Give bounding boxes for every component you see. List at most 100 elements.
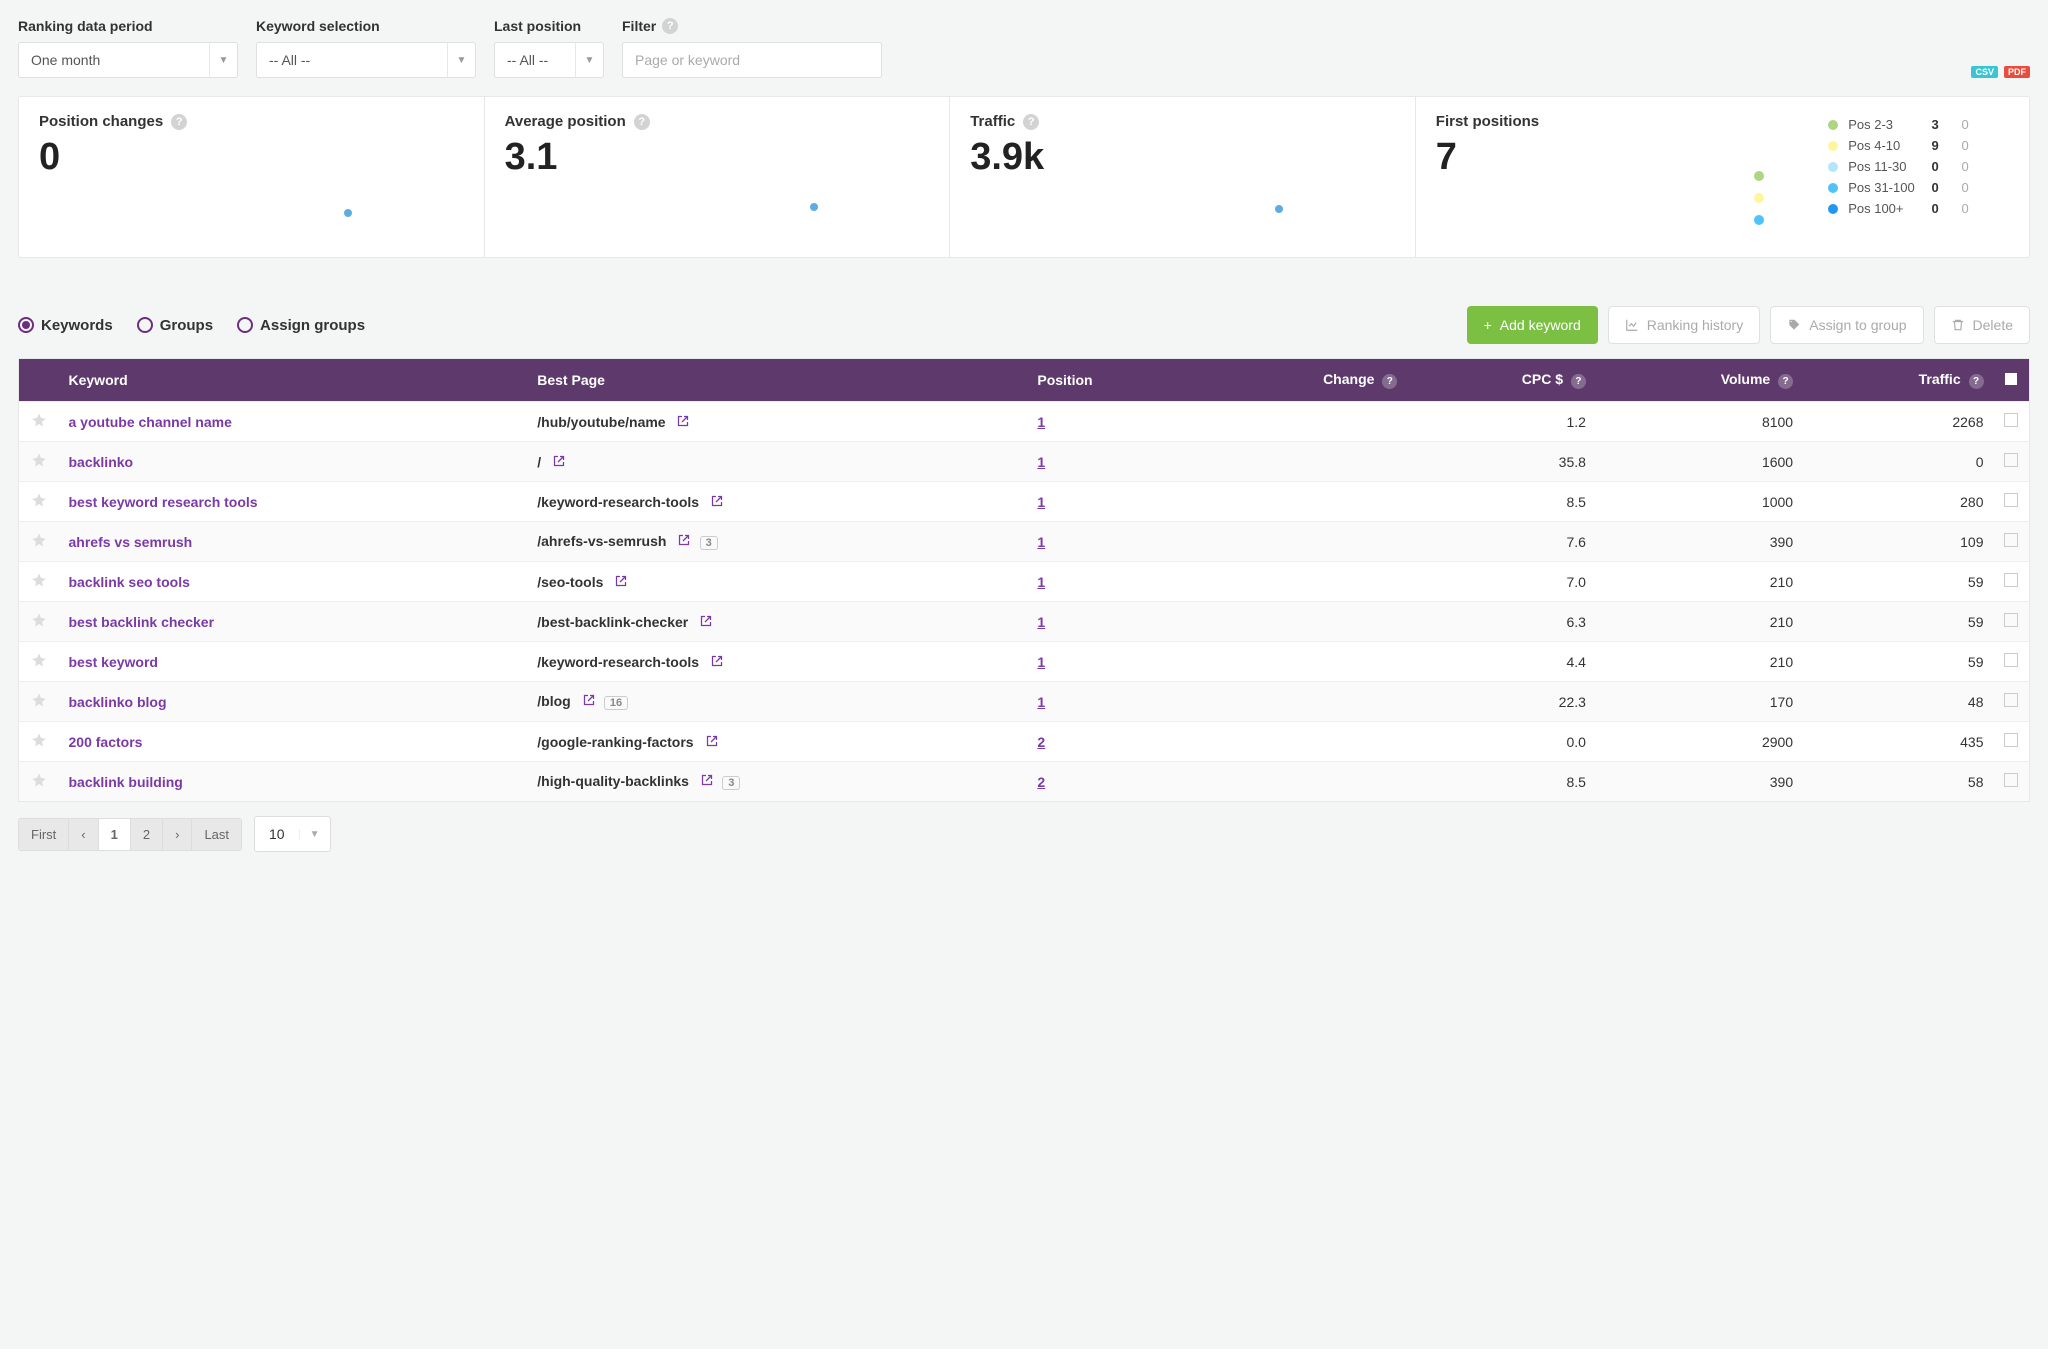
keyword-link[interactable]: a youtube channel name <box>69 414 232 430</box>
checkbox-cell[interactable] <box>1994 562 2030 602</box>
chart-dot <box>1754 171 1764 181</box>
checkbox-cell[interactable] <box>1994 722 2030 762</box>
star-cell[interactable] <box>19 562 59 602</box>
checkbox-cell[interactable] <box>1994 482 2030 522</box>
external-link-icon[interactable] <box>583 695 598 709</box>
col-cpc[interactable]: CPC $ ? <box>1407 359 1596 402</box>
filter-input[interactable] <box>635 43 869 77</box>
position-link[interactable]: 1 <box>1037 694 1045 710</box>
help-icon[interactable]: ? <box>1023 114 1039 130</box>
external-link-icon[interactable] <box>711 496 723 510</box>
star-cell[interactable] <box>19 762 59 802</box>
star-icon <box>31 532 47 548</box>
selection-select[interactable]: -- All -- ▼ <box>256 42 476 78</box>
col-traffic[interactable]: Traffic ? <box>1803 359 1993 402</box>
radio-icon <box>137 317 153 333</box>
period-select[interactable]: One month ▼ <box>18 42 238 78</box>
external-link-icon[interactable] <box>711 656 723 670</box>
position-link[interactable]: 1 <box>1037 454 1045 470</box>
star-cell[interactable] <box>19 402 59 442</box>
stats-panel: Position changes ? 0 Average position ? … <box>18 96 2030 258</box>
external-link-icon[interactable] <box>701 775 716 789</box>
keyword-link[interactable]: ahrefs vs semrush <box>69 534 193 550</box>
tab-keywords[interactable]: Keywords <box>18 317 113 334</box>
volume-cell: 390 <box>1596 522 1803 562</box>
help-icon[interactable]: ? <box>662 18 678 34</box>
checkbox-cell[interactable] <box>1994 762 2030 802</box>
export-csv-icon[interactable]: CSV <box>1971 66 1998 78</box>
page-prev[interactable]: ‹ <box>69 819 98 850</box>
filter-input-wrap[interactable] <box>622 42 882 78</box>
change-cell <box>1196 642 1407 682</box>
cpc-cell: 6.3 <box>1407 602 1596 642</box>
col-best-page[interactable]: Best Page <box>527 359 1027 402</box>
position-link[interactable]: 2 <box>1037 774 1045 790</box>
keyword-link[interactable]: best keyword research tools <box>69 494 258 510</box>
position-link[interactable]: 1 <box>1037 614 1045 630</box>
position-link[interactable]: 1 <box>1037 494 1045 510</box>
help-icon[interactable]: ? <box>171 114 187 130</box>
change-cell <box>1196 722 1407 762</box>
star-cell[interactable] <box>19 642 59 682</box>
star-icon <box>31 732 47 748</box>
checkbox-icon <box>2004 733 2018 747</box>
star-cell[interactable] <box>19 602 59 642</box>
star-cell[interactable] <box>19 522 59 562</box>
external-link-icon[interactable] <box>553 456 565 470</box>
position-link[interactable]: 1 <box>1037 654 1045 670</box>
keyword-link[interactable]: backlinko blog <box>69 694 167 710</box>
export-pdf-icon[interactable]: PDF <box>2004 66 2030 78</box>
external-link-icon[interactable] <box>677 416 689 430</box>
filter-period-label: Ranking data period <box>18 18 238 34</box>
position-link[interactable]: 1 <box>1037 574 1045 590</box>
external-link-icon[interactable] <box>706 736 718 750</box>
checkbox-cell[interactable] <box>1994 442 2030 482</box>
table-row: best keyword research tools /keyword-res… <box>19 482 2030 522</box>
page-last[interactable]: Last <box>192 819 241 850</box>
assign-group-button[interactable]: Assign to group <box>1770 306 1923 344</box>
keyword-link[interactable]: backlink seo tools <box>69 574 190 590</box>
change-cell <box>1196 682 1407 722</box>
checkbox-cell[interactable] <box>1994 642 2030 682</box>
page-next[interactable]: › <box>163 819 192 850</box>
checkbox-cell[interactable] <box>1994 602 2030 642</box>
star-cell[interactable] <box>19 482 59 522</box>
traffic-cell: 2268 <box>1803 402 1993 442</box>
col-checkbox[interactable] <box>1994 359 2030 402</box>
keyword-link[interactable]: best backlink checker <box>69 614 215 630</box>
page-1[interactable]: 1 <box>99 819 131 850</box>
add-keyword-button[interactable]: + Add keyword <box>1467 306 1598 344</box>
col-keyword[interactable]: Keyword <box>59 359 528 402</box>
star-cell[interactable] <box>19 682 59 722</box>
external-link-icon[interactable] <box>678 535 693 549</box>
page-first[interactable]: First <box>19 819 69 850</box>
external-link-icon[interactable] <box>700 616 712 630</box>
keyword-link[interactable]: backlink building <box>69 774 183 790</box>
tab-groups[interactable]: Groups <box>137 317 213 334</box>
page-2[interactable]: 2 <box>131 819 163 850</box>
star-cell[interactable] <box>19 442 59 482</box>
lastpos-select[interactable]: -- All -- ▼ <box>494 42 604 78</box>
radio-icon <box>18 317 34 333</box>
star-cell[interactable] <box>19 722 59 762</box>
keyword-link[interactable]: best keyword <box>69 654 158 670</box>
position-link[interactable]: 1 <box>1037 534 1045 550</box>
tab-assign-groups[interactable]: Assign groups <box>237 317 365 334</box>
filter-selection: Keyword selection -- All -- ▼ <box>256 18 476 78</box>
col-change[interactable]: Change ? <box>1196 359 1407 402</box>
page-size-select[interactable]: 10 ▼ <box>254 816 330 852</box>
checkbox-cell[interactable] <box>1994 522 2030 562</box>
delete-button[interactable]: Delete <box>1934 306 2030 344</box>
position-link[interactable]: 2 <box>1037 734 1045 750</box>
external-link-icon[interactable] <box>615 576 627 590</box>
checkbox-cell[interactable] <box>1994 682 2030 722</box>
help-icon[interactable]: ? <box>634 114 650 130</box>
keyword-link[interactable]: backlinko <box>69 454 134 470</box>
position-link[interactable]: 1 <box>1037 414 1045 430</box>
keyword-link[interactable]: 200 factors <box>69 734 143 750</box>
col-position[interactable]: Position <box>1027 359 1196 402</box>
checkbox-cell[interactable] <box>1994 402 2030 442</box>
filter-text-label: Filter ? <box>622 18 882 34</box>
ranking-history-button[interactable]: Ranking history <box>1608 306 1761 344</box>
col-volume[interactable]: Volume ? <box>1596 359 1803 402</box>
